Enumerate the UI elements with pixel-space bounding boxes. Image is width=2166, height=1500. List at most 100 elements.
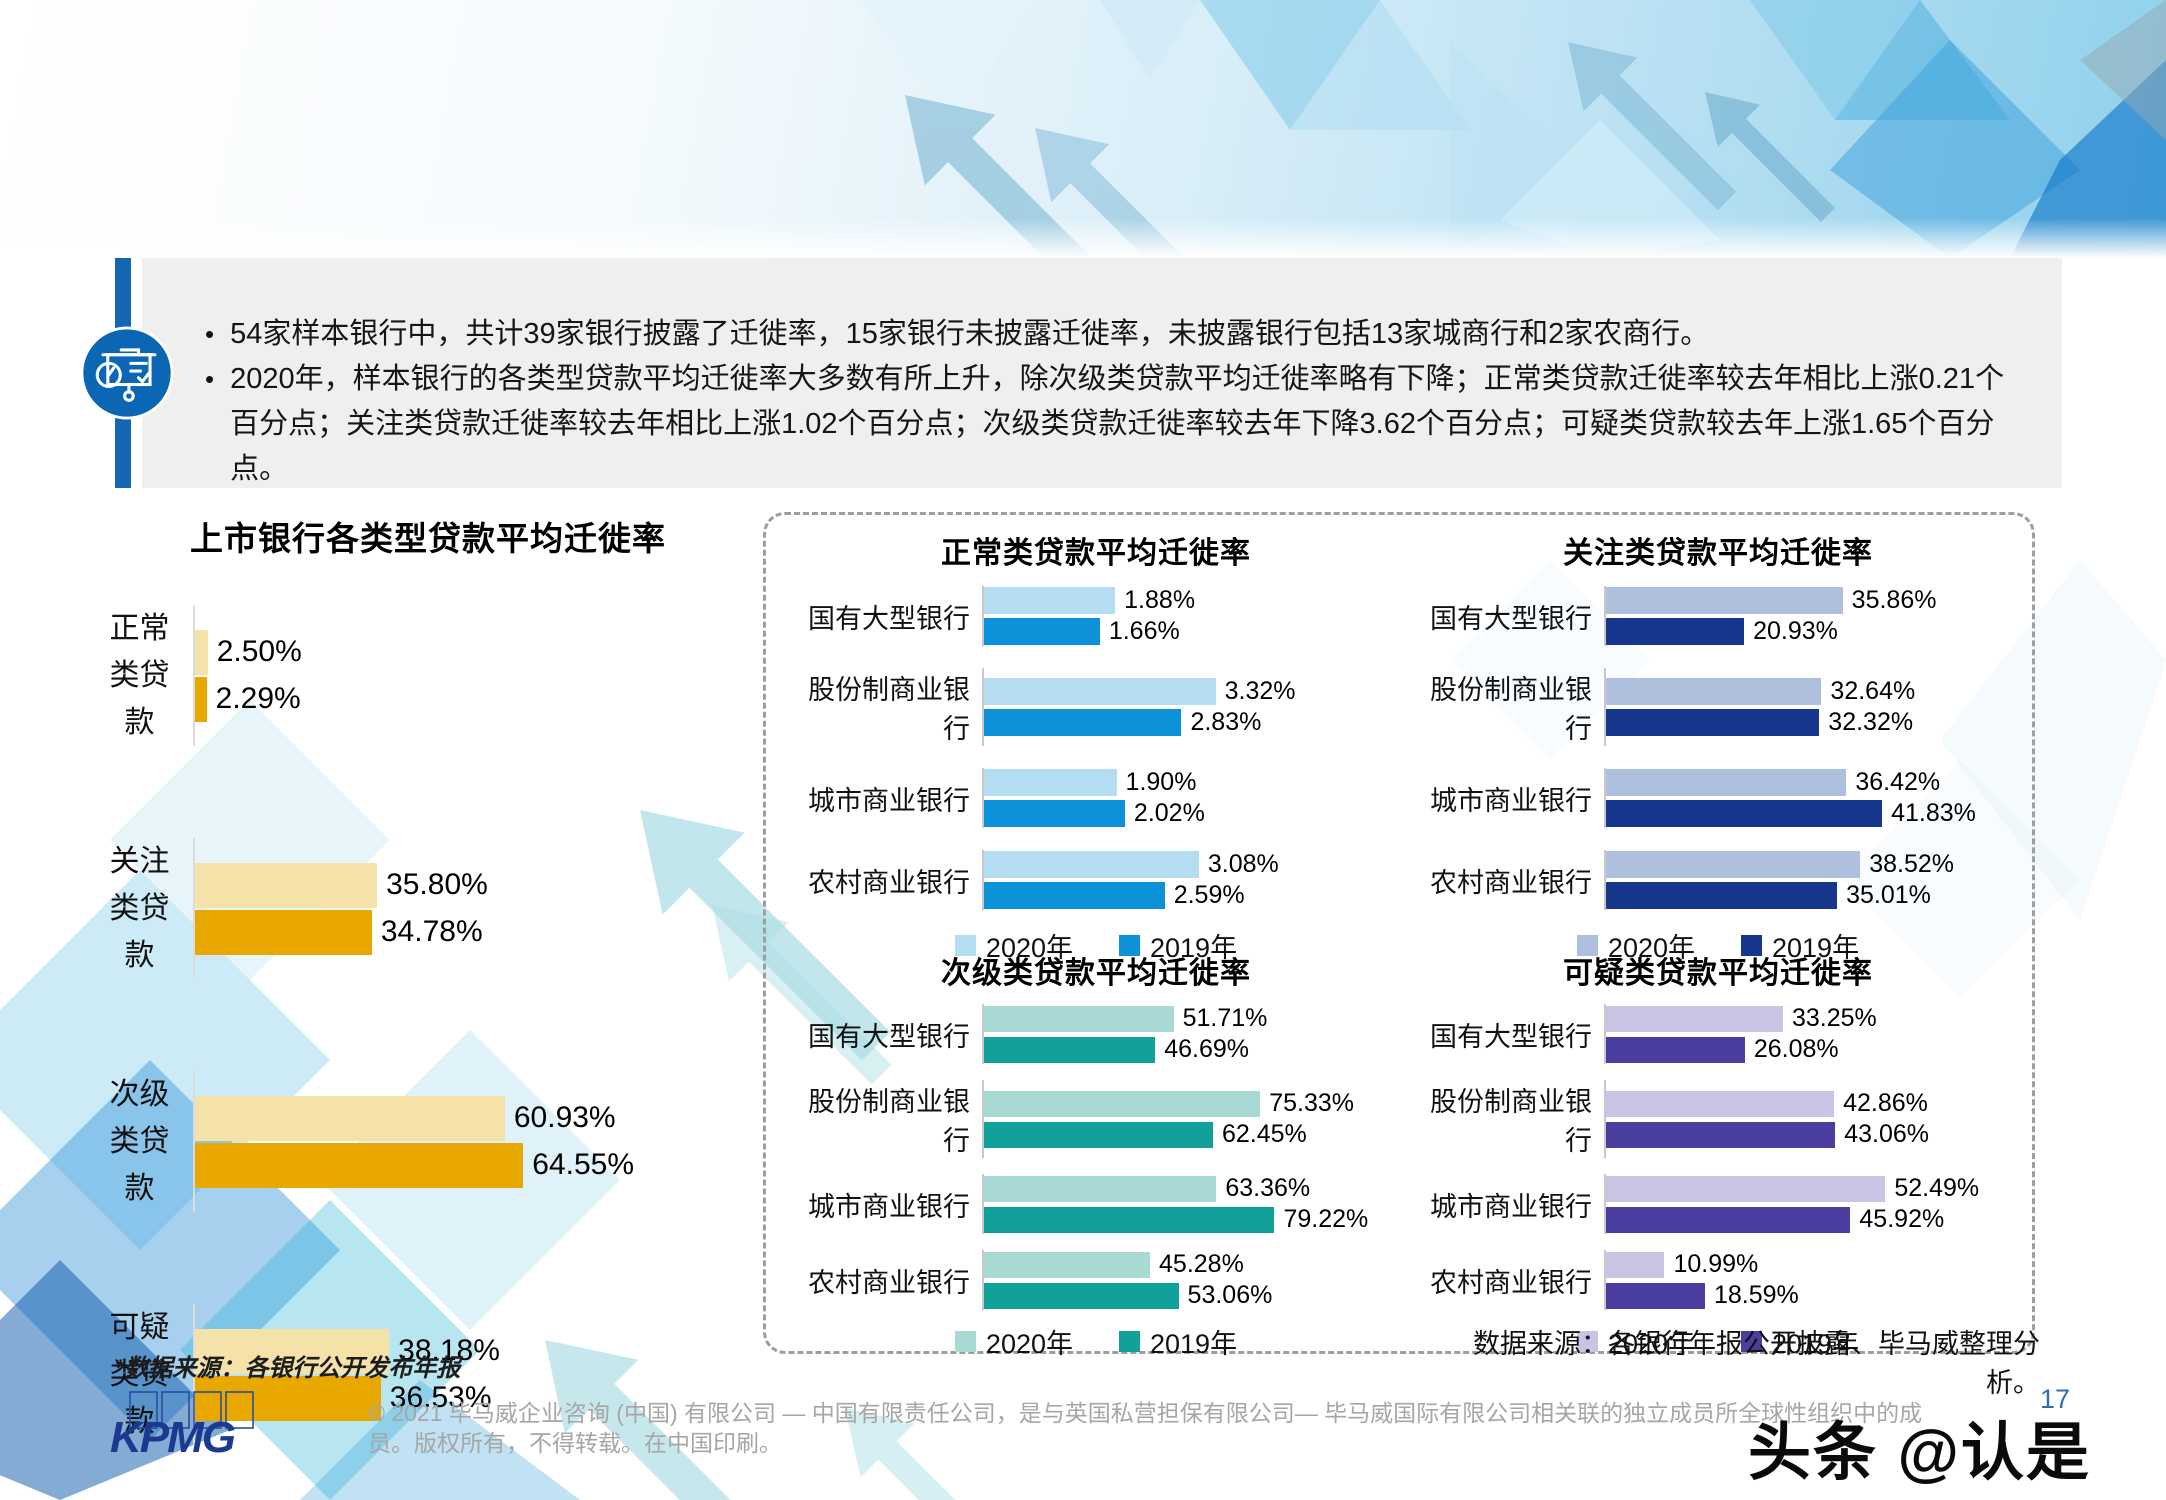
legend-label: 2019年 [1150,933,1238,963]
bar-2019年-次级类贷款 [195,1142,524,1188]
bar-2019年-农村商业银行 [1606,1282,1705,1309]
chart-doubtful-loans: 可疑类贷款平均迁徙率 国有大型银行 33.25% 26.08% 股份制商业银行 42.86… [1412,948,2024,1361]
bar-2019年-农村商业银行 [1606,882,1838,909]
value-label: 52.49% [1894,1174,1980,1202]
chart-title: 次级类贷款平均迁徙率 [941,957,1251,990]
value-label: 53.06% [1187,1281,1273,1309]
bar-2019年-农村商业银行 [984,882,1165,909]
legend-swatch [1576,935,1598,956]
bar-2019年-股份制商业银行 [984,709,1182,736]
chart-row: 正常 类贷 款 2.50% 2.29% [98,605,758,746]
legend-swatch [1741,935,1762,956]
bar-2019年-股份制商业银行 [1606,709,1820,736]
chart-row: 城市商业银行 1.90% 2.02% [790,768,1402,828]
chart-row: 农村商业银行 3.08% 2.59% [790,850,1402,910]
bar-2020年-正常类贷款 [195,629,208,675]
value-label: 2.29% [215,682,301,715]
chart-row: 国有大型银行 35.86% 20.93% [1412,586,2024,646]
value-label: 62.45% [1221,1120,1307,1148]
chart-normal-loans: 正常类贷款平均迁徙率 国有大型银行 1.88% 1.66% 股份制商业银行 3.32% 2.… [790,528,1402,965]
watermark: 头条 @认是 [1748,1418,2091,1488]
header-geometry [0,0,2166,258]
value-label: 79.22% [1283,1205,1369,1233]
value-label: 32.32% [1828,708,1914,736]
category-label: 股份制商业银行 [1430,1087,1592,1156]
migration-detail-panel [763,512,2035,1354]
value-label: 18.59% [1713,1281,1799,1309]
chart-row: 农村商业银行 45.28% 53.06% [790,1250,1402,1310]
bar-2019年-国有大型银行 [1606,618,1745,645]
legend-item: 2019年 [1741,926,1859,965]
bar-2019年-城市商业银行 [1606,800,1883,827]
chart-row: 农村商业银行 38.52% 35.01% [1412,850,2024,910]
bullet-item: • 2020年，样本银行的各类型贷款平均迁徙率大多数有所上升，除次级类贷款平均迁… [205,357,2012,492]
chart-row: 城市商业银行 63.36% 79.22% [790,1174,1402,1234]
legend-swatch [1576,1331,1598,1352]
value-label: 32.64% [1830,677,1916,705]
legend-label: 2020年 [1607,933,1695,963]
bar-2020年-城市商业银行 [1606,769,1847,796]
chart-title: 正常类贷款平均迁徙率 [941,537,1251,570]
category-label: 农村商业银行 [1430,867,1592,898]
legend-swatch [1119,935,1140,956]
header-decoration [0,0,2166,258]
bar-2019年-关注类贷款 [195,909,372,955]
chart-row: 农村商业银行 10.99% 18.59% [1412,1250,2024,1310]
bar-2019年-股份制商业银行 [1606,1121,1836,1148]
bar-2020年-城市商业银行 [1606,1175,1886,1202]
value-label: 3.32% [1224,677,1296,705]
value-label: 3.08% [1207,850,1279,878]
faint-right-decoration [1450,560,2166,1000]
chart-title: 上市银行各类型贷款平均迁徙率 [190,520,666,557]
bar-2019年-国有大型银行 [984,1036,1156,1063]
chart-row: 国有大型银行 1.88% 1.66% [790,586,1402,646]
bar-2020年-农村商业银行 [984,851,1199,878]
bar-2020年-农村商业银行 [1606,1251,1665,1278]
value-label: 2.50% [216,635,302,668]
bar-2020年-国有大型银行 [1606,1005,1783,1032]
value-label: 33.25% [1791,1004,1877,1032]
value-label: 38.18% [398,1334,500,1367]
category-label: 股份制商业银行 [1430,675,1592,744]
summary-panel: • 54家样本银行中，共计39家银行披露了迁徙率，15家银行未披露迁徙率，未披露… [142,258,2062,488]
bullet-item: • 54家样本银行中，共计39家银行披露了迁徙率，15家银行未披露迁徙率，未披露… [205,312,2012,357]
value-label: 46.69% [1164,1035,1249,1063]
bar-2020年-城市商业银行 [984,769,1117,796]
copyright-line1: © 2021 毕马威企业咨询 (中国) 有限公司 — 中国有限责任公司，是与英国… [368,1400,1923,1426]
chart-title: 可疑类贷款平均迁徙率 [1563,957,1873,990]
category-label: 国有大型银行 [1430,1021,1592,1052]
value-label: 1.88% [1124,586,1196,614]
legend-item: 2019年 [1741,1322,1859,1361]
bar-2020年-可疑类贷款 [195,1328,390,1374]
category-label: 关注 类贷 款 [109,845,170,972]
bar-2019年-城市商业银行 [984,800,1125,827]
value-label: 26.08% [1753,1035,1839,1063]
bar-2020年-关注类贷款 [195,862,378,908]
legend-item: 2020年 [954,1322,1073,1361]
bar-2019年-国有大型银行 [1606,1036,1745,1063]
bar-2020年-股份制商业银行 [984,1090,1261,1117]
legend-swatch [1119,1331,1140,1352]
category-label: 正常 类贷 款 [109,612,170,739]
bar-2019年-股份制商业银行 [984,1121,1213,1148]
legend-label: 2020年 [985,933,1073,963]
value-label: 41.83% [1891,799,1976,827]
value-label: 45.28% [1159,1250,1244,1278]
category-label: 城市商业银行 [1430,1191,1592,1222]
legend-item: 2020年 [954,926,1073,965]
chart-row: 国有大型银行 33.25% 26.08% [1412,1004,2024,1064]
bullet-text: 54家样本银行中，共计39家银行披露了迁徙率，15家银行未披露迁徙率，未披露银行… [230,318,1710,350]
page-number: 17 [2040,1384,2071,1414]
legend-label: 2020年 [1607,1329,1695,1359]
chart-row: 国有大型银行 51.71% 46.69% [790,1004,1402,1064]
chart-row: 可疑 类贷 款 38.18% 36.53% [98,1304,758,1445]
legend-label: 2019年 [1150,1329,1238,1359]
category-label: 国有大型银行 [1430,603,1592,634]
category-label: 次级 类贷 款 [109,1078,170,1205]
value-label: 51.71% [1182,1004,1268,1032]
value-label: 34.78% [380,915,483,948]
chart-special-mention-loans: 关注类贷款平均迁徙率 国有大型银行 35.86% 20.93% 股份制商业银行 32.64… [1412,528,2024,965]
value-label: 35.80% [386,868,488,901]
chart-row: 股份制商业银行 75.33% 62.45% [790,1080,1402,1158]
